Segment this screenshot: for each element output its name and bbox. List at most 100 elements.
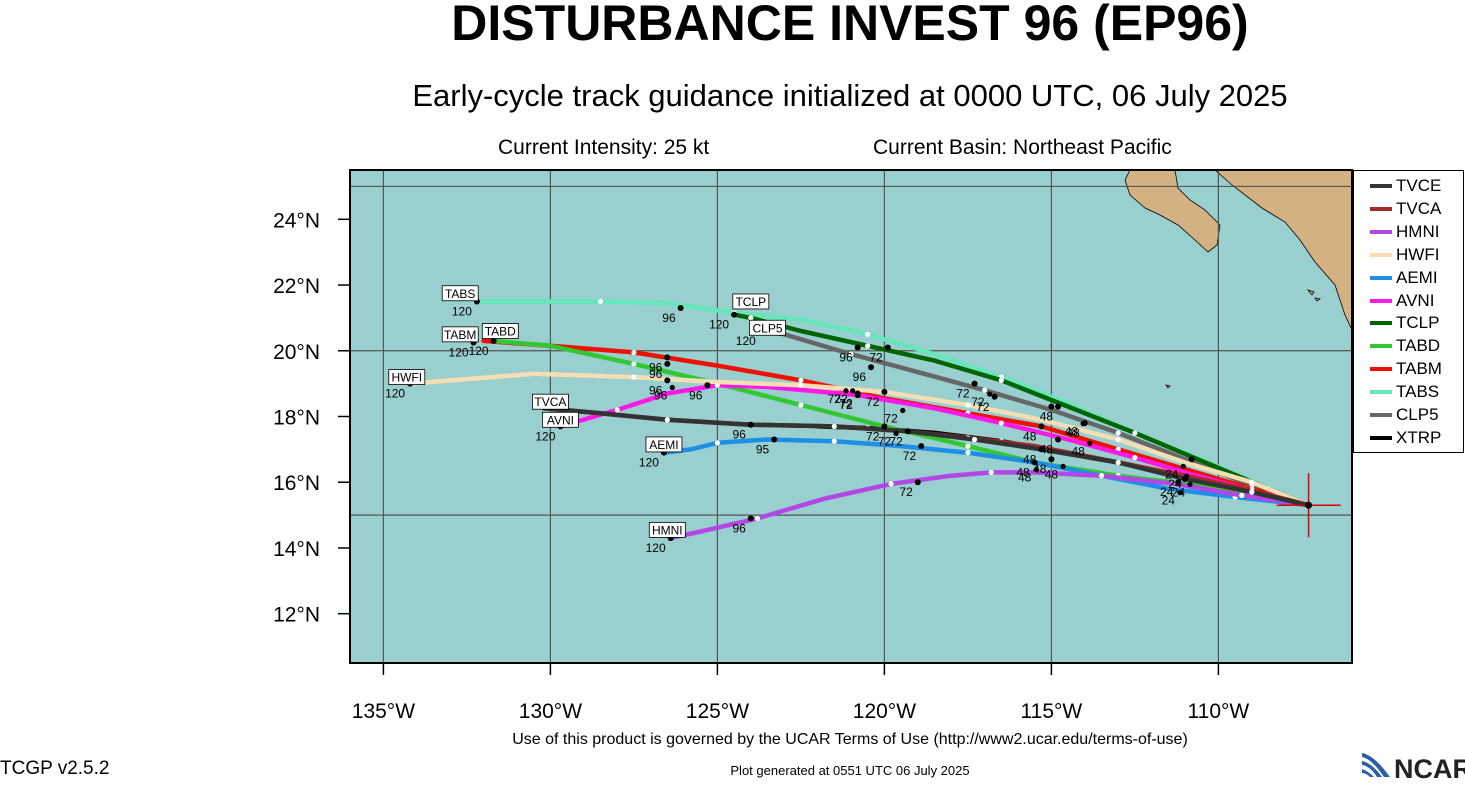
- forecast-hour-label: 48: [1071, 444, 1085, 458]
- forecast-hour-label: 48: [1033, 462, 1047, 476]
- forecast-hour-point: [904, 428, 911, 435]
- forecast-hour-point: [1033, 467, 1039, 473]
- track-point: [1249, 489, 1255, 495]
- forecast-hour-point: [918, 443, 925, 450]
- forecast-hour-label: 72: [878, 435, 892, 449]
- track-point: [988, 469, 994, 475]
- legend-swatch: [1370, 321, 1392, 326]
- forecast-hour-point: [854, 390, 861, 397]
- forecast-hour-point: [747, 515, 754, 522]
- forecast-hour-label: 96: [732, 428, 746, 442]
- track-tvce: [541, 406, 1311, 508]
- track-point: [1098, 473, 1105, 479]
- track-point: [865, 331, 871, 337]
- forecast-hour-point: [1177, 490, 1183, 496]
- model-label-box: [441, 326, 479, 343]
- model-label: AVNI: [547, 413, 574, 427]
- forecast-hour-point: [664, 360, 671, 367]
- forecast-hour-point: [747, 421, 754, 428]
- generated-time: Plot generated at 0551 UTC 06 July 2025: [730, 763, 970, 778]
- track-point: [831, 438, 837, 444]
- forecast-hour-point: [1180, 463, 1186, 469]
- legend-item-hwfi: HWFI: [1354, 245, 1463, 265]
- forecast-hour-label: 72: [866, 429, 880, 443]
- track-point: [965, 450, 971, 456]
- track-point: [1115, 430, 1121, 436]
- track-point: [631, 349, 637, 356]
- track-point: [614, 407, 620, 413]
- forecast-hour-label: 24: [1165, 467, 1179, 481]
- lat-tick-label: 12°N: [273, 604, 320, 627]
- model-label: TABM: [444, 328, 476, 342]
- track-point: [1249, 479, 1255, 485]
- legend-item-tclp: TCLP: [1354, 313, 1463, 333]
- forecast-hour-point: [881, 423, 888, 430]
- forecast-hour-point: [669, 384, 675, 391]
- legend-label: CLP5: [1396, 405, 1439, 424]
- chart-subtitle: Early-cycle track guidance initialized a…: [412, 78, 1288, 113]
- forecast-hour-label: 48: [1066, 426, 1080, 440]
- track-point: [631, 361, 637, 367]
- model-label: AEMI: [649, 438, 678, 452]
- track-point: [631, 374, 637, 380]
- forecast-hour-label: 72: [834, 392, 848, 406]
- legend-label: TVCE: [1396, 176, 1442, 195]
- lat-tick-label: 18°N: [273, 407, 320, 430]
- ncar-swoosh-icon: [1362, 753, 1390, 777]
- legend-label: TABM: [1396, 359, 1442, 379]
- model-label: HWFI: [391, 371, 422, 385]
- track-point: [998, 420, 1004, 426]
- track-point: [798, 377, 804, 383]
- track-point: [1132, 454, 1138, 461]
- lat-tick-label: 16°N: [273, 472, 320, 495]
- map-axes: 12°N 14°N 16°N 18°N 20°N 22°N 24°N 135°W 130°W 12…: [273, 209, 1249, 723]
- forecast-hour-point: [914, 479, 921, 486]
- lat-tick-label: 24°N: [273, 209, 320, 232]
- track-avni: [558, 383, 1311, 508]
- mexico-mainland-land: [1214, 170, 1352, 331]
- legend-item-tabs: TABS: [1354, 382, 1463, 402]
- legend-swatch: [1370, 344, 1392, 349]
- legend-swatch: [1370, 390, 1392, 395]
- legend-label: TABS: [1396, 382, 1440, 402]
- forecast-hour-point: [881, 388, 888, 395]
- model-label-box: [542, 411, 579, 428]
- forecast-hour-point: [868, 364, 875, 371]
- forecast-hour-label: 48: [1018, 471, 1032, 485]
- forecast-hour-point: [1087, 440, 1093, 446]
- forecast-hour-label: 24: [1172, 485, 1186, 499]
- forecast-hour-point: [1038, 423, 1045, 430]
- track-point: [998, 377, 1004, 383]
- forecast-hour-label: 72: [828, 392, 842, 406]
- forecast-hour-label: 96: [853, 370, 867, 384]
- forecast-hour-point: [850, 388, 856, 394]
- forecast-hour-point: [1175, 479, 1182, 486]
- lat-tick-label: 14°N: [273, 538, 320, 561]
- forecast-hour-point: [704, 382, 711, 389]
- track-point: [888, 481, 894, 487]
- model-label-box: [749, 319, 786, 336]
- forecast-hour-point: [987, 391, 993, 397]
- legend-item-aemi: AEMI: [1354, 268, 1463, 288]
- forecast-hour-label: 120: [469, 344, 489, 358]
- model-label: TCLP: [735, 295, 766, 309]
- forecast-hour-point: [971, 380, 978, 387]
- track-point: [1132, 430, 1138, 436]
- forecast-hour-label: 72: [869, 350, 883, 364]
- model-label: TVCA: [534, 395, 566, 409]
- legend-swatch: [1370, 275, 1392, 280]
- forecast-hour-point: [1048, 403, 1055, 410]
- forecast-hour-point: [1187, 481, 1193, 488]
- forecast-hour-label: 120: [709, 318, 729, 332]
- track-point: [1115, 459, 1121, 466]
- forecast-hour-label: 96: [662, 311, 676, 325]
- forecast-hour-label: 96: [649, 367, 663, 381]
- forecast-hour-point: [1060, 463, 1066, 469]
- legend-label: HWFI: [1396, 244, 1440, 264]
- forecast-hour-label: 120: [736, 334, 756, 348]
- forecast-hour-point: [731, 311, 738, 318]
- forecast-hour-label: 48: [1040, 410, 1054, 424]
- forecast-hour-point: [991, 393, 998, 400]
- legend-label: TCLP: [1396, 313, 1440, 333]
- forecast-hour-point: [1038, 446, 1045, 453]
